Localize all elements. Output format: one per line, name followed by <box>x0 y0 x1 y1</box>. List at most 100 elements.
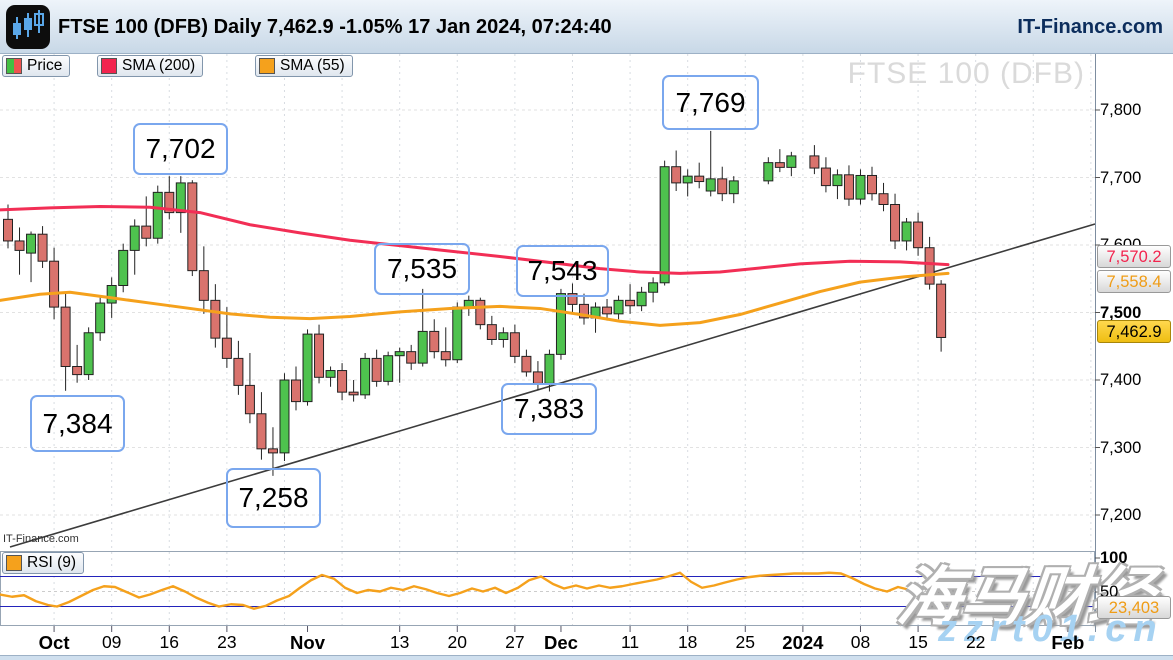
candle-body <box>890 204 901 242</box>
candle-body <box>717 178 728 195</box>
candle-body <box>49 260 60 308</box>
candle-body <box>682 175 693 184</box>
candle-body <box>118 249 129 286</box>
price-callout: 7,258 <box>226 468 321 528</box>
x-axis-label: 27 <box>505 632 525 652</box>
candle-body <box>394 351 405 357</box>
candle-body <box>486 324 497 340</box>
candle-body <box>567 293 578 305</box>
candle-body <box>544 353 555 384</box>
x-axis-label: 15 <box>908 632 928 652</box>
candle-body <box>267 448 278 454</box>
candle-body <box>360 357 371 396</box>
x-axis-label: Nov <box>290 632 325 653</box>
candlestick-logo-icon <box>6 5 50 49</box>
candle-body <box>867 174 877 195</box>
x-axis-label: 2024 <box>782 632 824 653</box>
axis-tag-last: 7,462.9 <box>1097 320 1171 343</box>
x-axis-label: 22 <box>965 632 986 652</box>
candle-body <box>141 225 152 239</box>
candle-body <box>279 379 290 454</box>
candle-body <box>233 357 244 386</box>
x-axis-label: 18 <box>677 632 698 652</box>
symbol-watermark: FTSE 100 (DFB) <box>847 57 1085 90</box>
price-callout: 7,384 <box>30 395 125 452</box>
candle-body <box>671 166 682 184</box>
brand-link[interactable]: IT-Finance.com <box>1017 16 1163 38</box>
candle-body <box>429 330 440 353</box>
candle-body <box>337 370 348 393</box>
y-axis-label: 7,500 <box>1100 303 1142 322</box>
candle-body <box>648 282 659 293</box>
bottom-strip <box>0 656 1173 660</box>
candle-body <box>498 332 509 340</box>
rsi-panel-frame <box>0 551 1095 626</box>
candle-body <box>187 182 198 272</box>
candle-body <box>705 178 716 192</box>
candle-body <box>221 337 232 359</box>
sma55-line <box>0 271 950 327</box>
rsi-swatch-icon <box>6 555 22 571</box>
y-axis-label: 7,200 <box>1100 506 1142 524</box>
candle-body <box>913 221 924 249</box>
x-axis-label: 25 <box>735 632 755 652</box>
sma55-swatch-icon <box>259 58 275 74</box>
candle-body <box>14 240 25 251</box>
candle-body <box>532 371 543 384</box>
candle-body <box>509 332 520 357</box>
price-callout: 7,702 <box>133 123 228 175</box>
candle-body <box>210 299 221 339</box>
legend-rsi-label: RSI (9) <box>27 554 77 571</box>
candle-body <box>291 379 301 403</box>
legend-sma200[interactable]: SMA (200) <box>97 55 204 77</box>
candle-body <box>152 191 163 239</box>
candle-body <box>475 299 486 326</box>
candle-body <box>164 191 175 214</box>
y-axis-label: 7,300 <box>1100 438 1142 457</box>
trendline <box>9 223 1096 548</box>
sma200-swatch-icon <box>101 58 117 74</box>
legend-sma200-label: SMA (200) <box>122 57 196 74</box>
candle-body <box>256 413 267 450</box>
candle-body <box>95 302 106 334</box>
legend-sma55[interactable]: SMA (55) <box>255 55 353 77</box>
legend-rsi[interactable]: RSI (9) <box>2 552 85 574</box>
legend-price-label: Price <box>27 57 63 74</box>
candle-body <box>809 155 820 169</box>
legend-price[interactable]: Price <box>2 55 71 77</box>
price-callout: 7,543 <box>516 245 609 297</box>
candle-body <box>820 167 831 187</box>
price-callout: 7,383 <box>501 383 597 435</box>
x-axis-label: 13 <box>389 632 410 652</box>
candle-body <box>37 233 48 262</box>
candle-body <box>440 351 451 361</box>
x-axis-label: Dec <box>543 632 578 653</box>
candle-body <box>659 166 670 284</box>
candle-body <box>129 225 140 251</box>
candle-body <box>855 174 866 200</box>
x-axis-label: 11 <box>620 632 640 652</box>
x-axis-label: Feb <box>1051 632 1085 653</box>
candle-body <box>936 283 947 338</box>
candle-body <box>763 162 774 182</box>
candle-body <box>3 218 13 242</box>
candle-body <box>602 306 613 315</box>
candle-body <box>371 357 382 382</box>
axis-tag-sma200: 7,570.2 <box>1097 245 1171 268</box>
sma200-line <box>0 205 950 275</box>
candle-body <box>417 330 428 364</box>
candle-body <box>832 174 843 187</box>
candle-body <box>452 306 463 361</box>
site-credit: IT-Finance.com <box>3 533 79 545</box>
candle-body <box>786 155 797 168</box>
candle-body <box>26 233 37 254</box>
candle-body <box>325 370 336 378</box>
candle-body <box>636 291 647 307</box>
candle-body <box>348 391 359 396</box>
candle-body <box>72 366 83 376</box>
candle-body <box>302 333 313 403</box>
price-callout: 7,535 <box>374 243 470 295</box>
price-callout: 7,769 <box>662 75 759 130</box>
